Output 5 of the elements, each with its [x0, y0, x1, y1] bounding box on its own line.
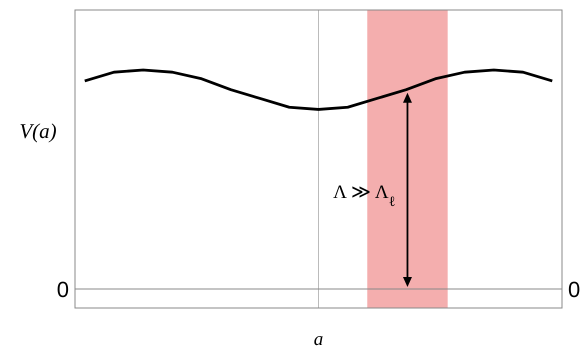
ref-line-label: 0 — [56, 277, 69, 302]
y-axis-title: V(a) — [19, 119, 57, 143]
text: 0 — [568, 277, 580, 302]
annotation: Λ ≫ Λ$_{ℓ}$ — [333, 182, 396, 210]
x-axis-title: a — [314, 329, 324, 350]
